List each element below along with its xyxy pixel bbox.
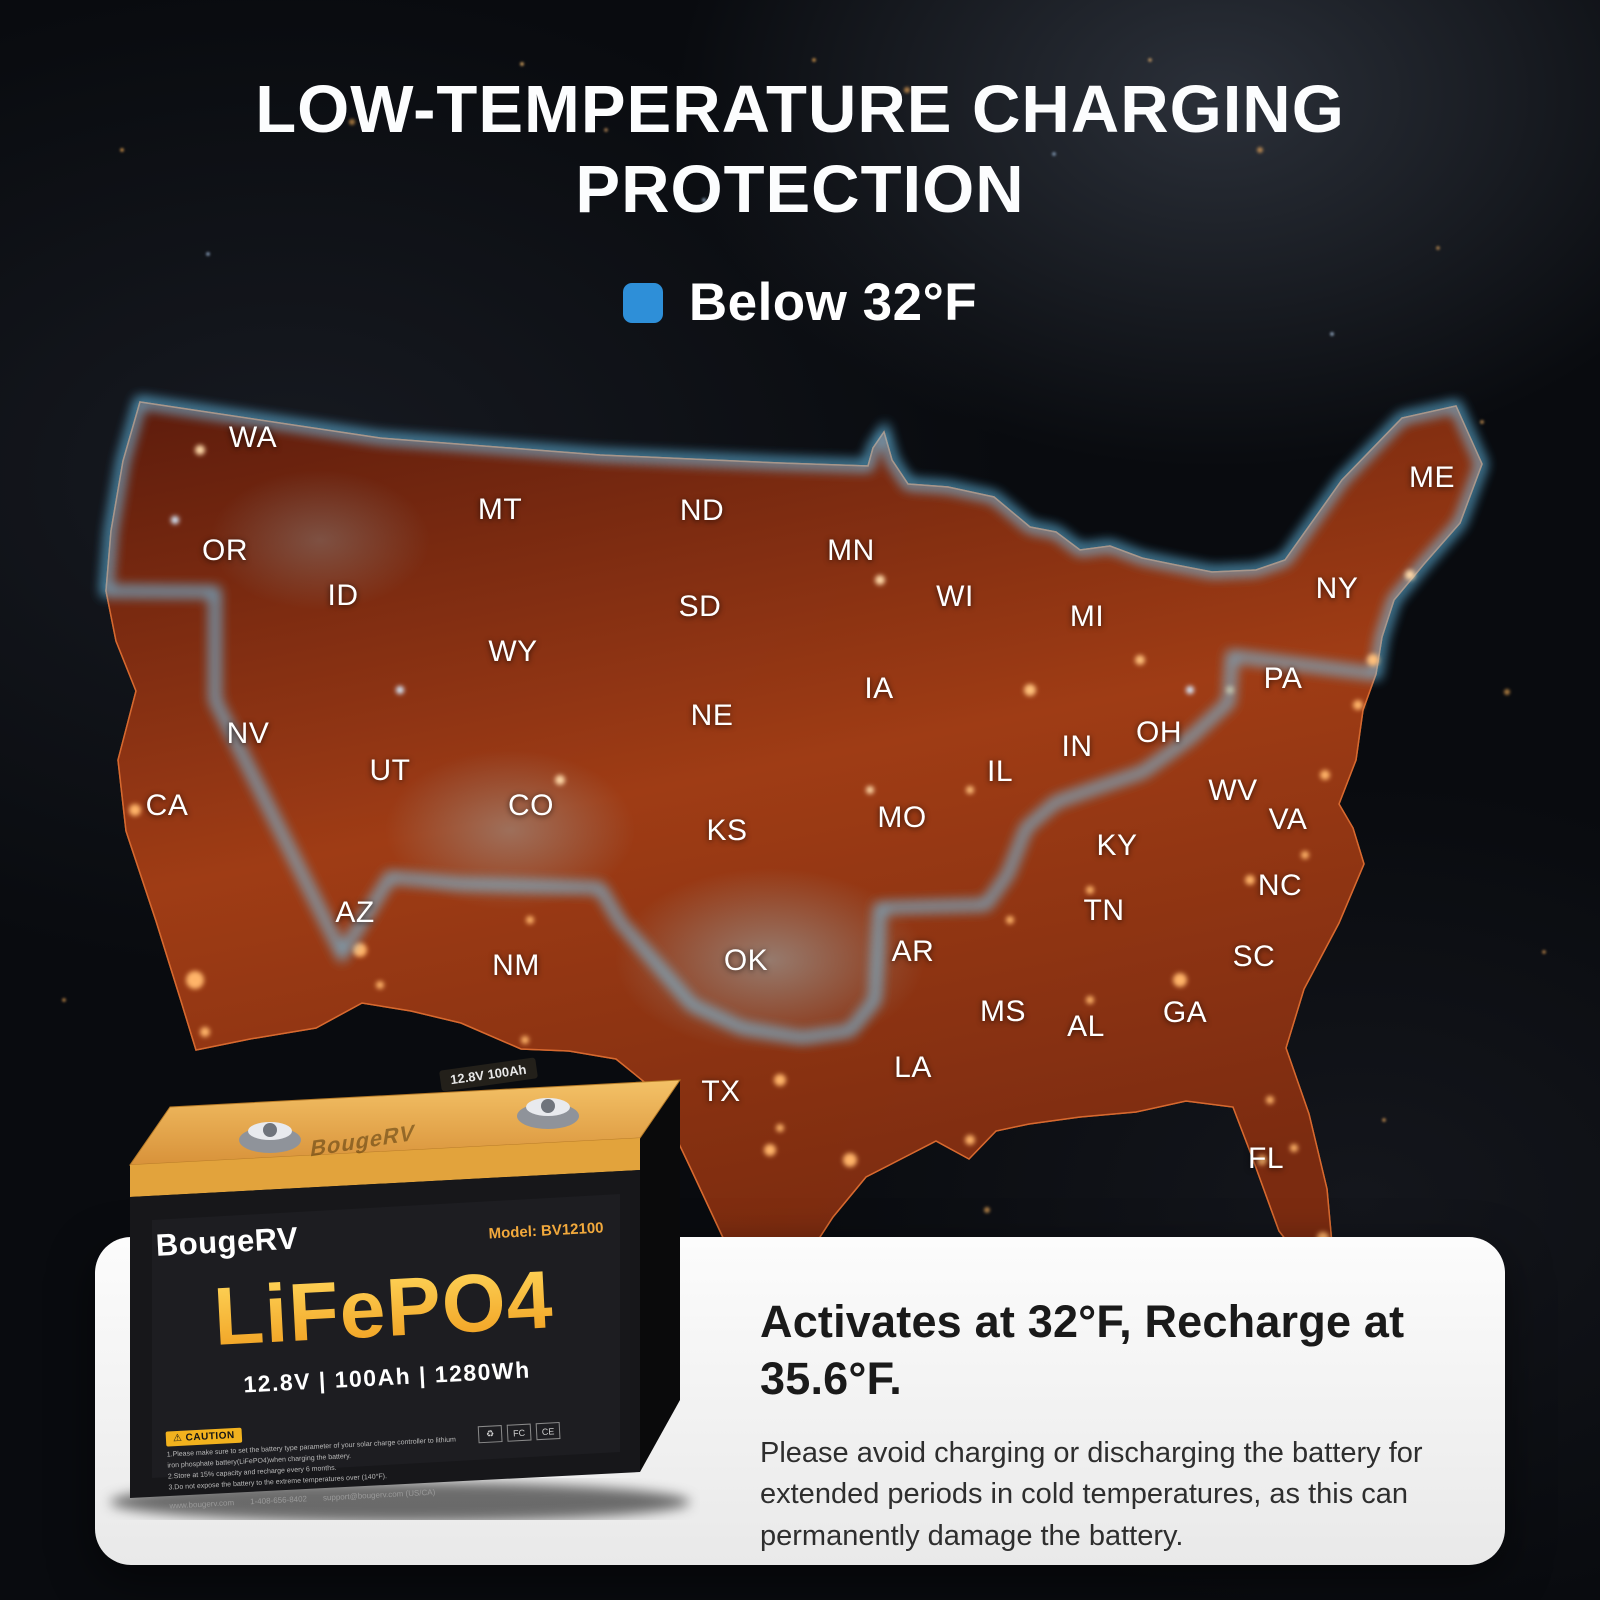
- state-label-ga: GA: [1162, 996, 1208, 1029]
- info-card-body: Please avoid charging or discharging the…: [760, 1437, 1423, 1552]
- state-label-tn: TN: [1083, 894, 1125, 927]
- page-title-line2: PROTECTION: [575, 152, 1025, 228]
- info-card-heading: Activates at 32°F, Recharge at 35.6°F.: [760, 1296, 1405, 1405]
- battery-terminal-right: [517, 1098, 579, 1129]
- state-label-sd: SD: [678, 590, 722, 623]
- state-label-wv: WV: [1208, 774, 1258, 807]
- certification-icon: CE: [535, 1422, 561, 1441]
- page-title-line1: LOW-TEMPERATURE CHARGING: [255, 72, 1345, 147]
- cold-region: [101, 396, 1487, 1052]
- battery-model-label: Model: BV12100: [488, 1219, 604, 1243]
- state-label-ut: UT: [369, 754, 411, 787]
- state-label-wi: WI: [936, 580, 974, 613]
- info-card-text: Activates at 32°F, Recharge at 35.6°F. P…: [760, 1293, 1495, 1557]
- state-label-or: OR: [202, 534, 248, 567]
- page-title: LOW-TEMPERATURE CHARGING PROTECTION: [0, 70, 1600, 231]
- state-label-nc: NC: [1257, 869, 1303, 902]
- state-label-ia: IA: [864, 672, 894, 705]
- state-label-nv: NV: [226, 717, 270, 750]
- battery-graphic: [110, 1079, 690, 1520]
- state-label-mn: MN: [827, 534, 875, 567]
- state-label-mo: MO: [877, 801, 927, 834]
- battery-side-face: [640, 1080, 680, 1472]
- battery-front-label: BougeRV Model: BV12100 LiFePO4 12.8V | 1…: [155, 1204, 617, 1510]
- battery-brand-logo: BougeRV: [154, 1220, 299, 1263]
- state-label-nm: NM: [492, 949, 540, 982]
- state-label-ok: OK: [723, 944, 769, 977]
- state-label-ne: NE: [690, 699, 734, 732]
- warm-city-lights-layer: [129, 686, 1363, 1244]
- legend-color-swatch: [622, 282, 663, 323]
- state-label-pa: PA: [1263, 662, 1303, 695]
- state-label-id: ID: [327, 579, 359, 612]
- legend: Below 32°F: [0, 272, 1600, 333]
- battery-chemistry-label: LiFePO4: [157, 1250, 609, 1367]
- certification-icon: ♻: [477, 1425, 503, 1444]
- state-label-oh: OH: [1136, 716, 1182, 749]
- state-label-wa: WA: [228, 421, 278, 454]
- us-map-graphic: [101, 396, 1487, 1313]
- state-label-al: AL: [1067, 1010, 1105, 1043]
- battery-product: BougeRV 12.8V 100Ah BougeRV Model: BV121…: [100, 1040, 700, 1520]
- state-label-co: CO: [508, 789, 554, 822]
- state-label-sc: SC: [1232, 940, 1276, 973]
- state-label-tx: TX: [701, 1075, 741, 1108]
- certification-icons: ♻ FC CE: [477, 1422, 561, 1444]
- battery-front-panel: [152, 1194, 620, 1478]
- state-label-il: IL: [986, 755, 1014, 788]
- state-label-wy: WY: [488, 635, 538, 668]
- state-label-ca: CA: [145, 789, 189, 822]
- state-label-mt: MT: [477, 493, 523, 526]
- state-label-me: ME: [1409, 461, 1455, 494]
- cold-city-lights-layer: [171, 445, 1415, 794]
- state-label-fl: FL: [1247, 1142, 1285, 1175]
- state-label-ky: KY: [1096, 829, 1138, 862]
- state-label-nd: ND: [679, 494, 725, 527]
- state-label-ks: KS: [706, 814, 748, 847]
- state-label-la: LA: [894, 1051, 932, 1084]
- legend-label: Below 32°F: [688, 273, 978, 332]
- background-city-lights: [0, 0, 4, 4]
- caution-title: ⚠ CAUTION: [165, 1427, 243, 1447]
- us-temperature-map: WA OR ID MT ND MN WI MI ME NY SD WY NE IA NV UT CO KS MO IL…: [80, 360, 1520, 1340]
- state-label-ar: AR: [891, 935, 935, 968]
- battery-terminal-left: [239, 1122, 301, 1153]
- state-label-az: AZ: [335, 896, 375, 929]
- state-label-in: IN: [1061, 730, 1093, 763]
- state-label-va: VA: [1268, 803, 1308, 836]
- state-label-ms: MS: [980, 995, 1026, 1028]
- certification-icon: FC: [506, 1423, 532, 1442]
- battery-lid-lip: [130, 1138, 640, 1197]
- state-label-ny: NY: [1315, 572, 1359, 605]
- state-label-mi: MI: [1069, 600, 1105, 633]
